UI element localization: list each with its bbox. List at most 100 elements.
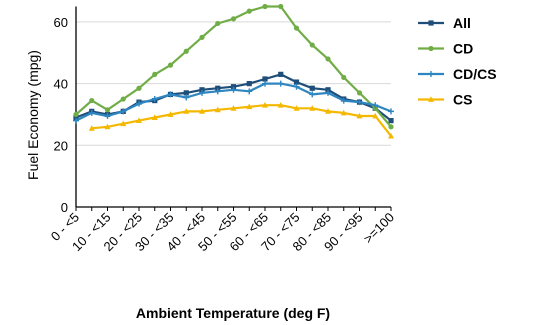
data-point <box>199 89 205 96</box>
legend-item: All <box>418 15 471 31</box>
data-point <box>230 16 237 22</box>
data-point <box>262 102 268 108</box>
x-tick-label: >=100 <box>360 210 397 247</box>
data-point <box>246 81 252 87</box>
data-point <box>246 103 253 110</box>
series-line <box>91 104 392 137</box>
data-point <box>167 91 174 98</box>
y-gridlines <box>76 21 391 146</box>
data-point <box>388 108 394 115</box>
data-point <box>230 105 237 111</box>
data-point <box>136 100 142 107</box>
data-point <box>325 108 331 114</box>
data-point <box>340 109 347 116</box>
data-point <box>340 97 347 104</box>
data-point <box>215 85 221 91</box>
data-point <box>167 62 174 68</box>
legend-label: All <box>453 15 471 31</box>
data-point <box>309 91 316 98</box>
data-point <box>183 108 190 114</box>
data-point <box>88 109 95 116</box>
data-point <box>293 83 300 90</box>
axes <box>75 6 392 211</box>
data-point <box>214 88 221 95</box>
data-point <box>246 88 253 95</box>
data-point <box>136 117 142 124</box>
data-point <box>246 8 252 14</box>
data-point <box>199 87 205 93</box>
data-point <box>293 79 300 85</box>
data-point <box>183 90 189 96</box>
series-lines <box>73 3 394 139</box>
data-point <box>230 86 237 93</box>
y-tick-labels: 0 20 40 60 <box>54 15 68 215</box>
y-tick-label: 40 <box>54 77 68 92</box>
y-tick-label: 60 <box>54 15 68 30</box>
data-point <box>73 117 79 124</box>
data-point <box>356 99 363 106</box>
data-point <box>136 85 142 91</box>
data-point <box>262 3 268 10</box>
data-point <box>230 84 237 90</box>
data-point <box>88 125 95 131</box>
legend-label: CS <box>453 92 472 108</box>
data-point <box>199 108 205 114</box>
data-point <box>372 105 378 111</box>
y-tick-label: 20 <box>54 138 68 153</box>
x-axis-label: Ambient Temperature (deg F) <box>136 305 330 321</box>
data-point <box>428 45 434 52</box>
data-point <box>325 89 331 96</box>
data-point <box>341 74 347 81</box>
data-point <box>278 71 284 77</box>
data-point <box>199 34 205 40</box>
data-point <box>293 25 300 31</box>
data-point <box>152 71 158 77</box>
y-axis-label: Fuel Economy (mpg) <box>25 50 41 180</box>
data-point <box>372 112 379 119</box>
data-point <box>151 96 158 103</box>
data-point <box>388 118 394 124</box>
data-point <box>89 97 95 104</box>
legend: All CD CD/CS CS <box>418 15 497 108</box>
data-point <box>104 107 111 113</box>
data-point <box>428 20 434 26</box>
data-point <box>388 124 394 130</box>
data-point <box>309 85 315 91</box>
data-point <box>73 111 79 118</box>
data-point <box>73 114 79 121</box>
data-point <box>356 112 363 119</box>
data-point <box>428 96 434 102</box>
data-point <box>309 105 316 111</box>
data-point <box>120 120 127 127</box>
series-cs <box>88 102 394 139</box>
series-cd <box>73 3 394 130</box>
data-point <box>278 3 284 10</box>
data-point <box>104 123 111 130</box>
data-point <box>120 96 126 102</box>
data-point <box>428 71 434 77</box>
data-point <box>388 132 394 139</box>
legend-item: CD/CS <box>418 66 497 82</box>
y-tick-label: 0 <box>61 200 68 215</box>
data-point <box>215 20 221 27</box>
legend-item: CD <box>418 41 473 57</box>
data-point <box>214 106 221 113</box>
data-point <box>104 113 111 120</box>
data-point <box>372 102 379 109</box>
data-point <box>277 102 284 108</box>
data-point <box>120 108 127 115</box>
legend-item: CS <box>418 92 472 108</box>
data-point <box>277 80 284 87</box>
legend-label: CD/CS <box>453 66 497 82</box>
legend-label: CD <box>453 41 473 57</box>
data-point <box>183 94 190 101</box>
data-point <box>183 48 189 54</box>
series-cd-cs <box>73 80 394 124</box>
data-point <box>309 42 315 48</box>
data-point <box>356 90 363 96</box>
data-point <box>325 56 331 62</box>
data-point <box>262 80 268 87</box>
data-point <box>151 114 158 120</box>
